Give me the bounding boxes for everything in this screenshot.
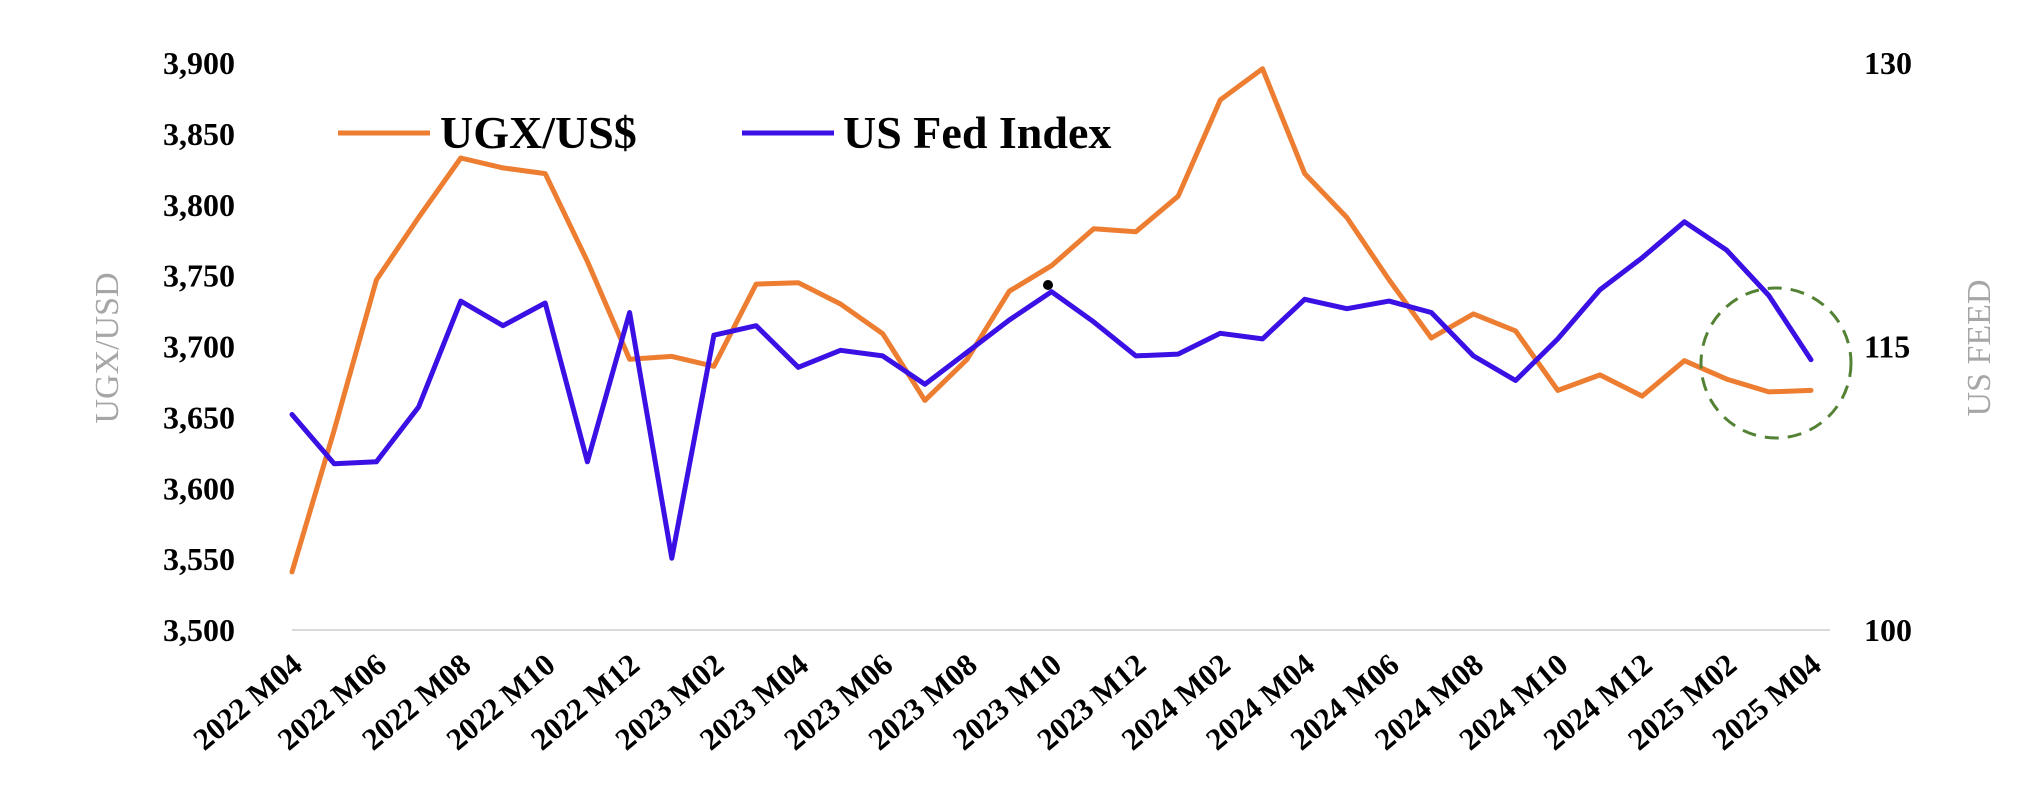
left-axis-title: UGX/USD <box>89 272 126 423</box>
legend-label-fed: US Fed Index <box>843 107 1111 158</box>
left-tick-label: 3,550 <box>163 541 235 577</box>
left-tick-label: 3,650 <box>163 399 235 435</box>
marker-dot <box>1043 280 1053 290</box>
right-axis-ticks: 100 115 130 <box>1864 45 1912 648</box>
highlight-circle-annotation <box>1699 286 1853 440</box>
right-axis-title: US FEED <box>1961 280 1998 417</box>
legend-label-ugx: UGX/US$ <box>440 107 637 158</box>
left-tick-label: 3,850 <box>163 116 235 152</box>
right-tick-label: 100 <box>1864 612 1912 648</box>
left-tick-label: 3,750 <box>163 258 235 294</box>
left-tick-label: 3,800 <box>163 187 235 223</box>
right-tick-label: 115 <box>1864 329 1910 365</box>
series-layer <box>289 66 1814 575</box>
left-tick-label: 3,900 <box>163 45 235 81</box>
series-line-fed <box>289 219 1814 561</box>
left-tick-label: 3,700 <box>163 329 235 365</box>
left-tick-label: 3,600 <box>163 470 235 506</box>
series-line-ugx <box>289 66 1814 575</box>
left-axis-ticks: 3,500 3,550 3,600 3,650 3,700 3,750 3,800 3,850… <box>163 45 235 648</box>
legend: UGX/US$ US Fed Index <box>338 107 1111 158</box>
left-tick-label: 3,500 <box>163 612 235 648</box>
right-tick-label: 130 <box>1864 45 1912 81</box>
